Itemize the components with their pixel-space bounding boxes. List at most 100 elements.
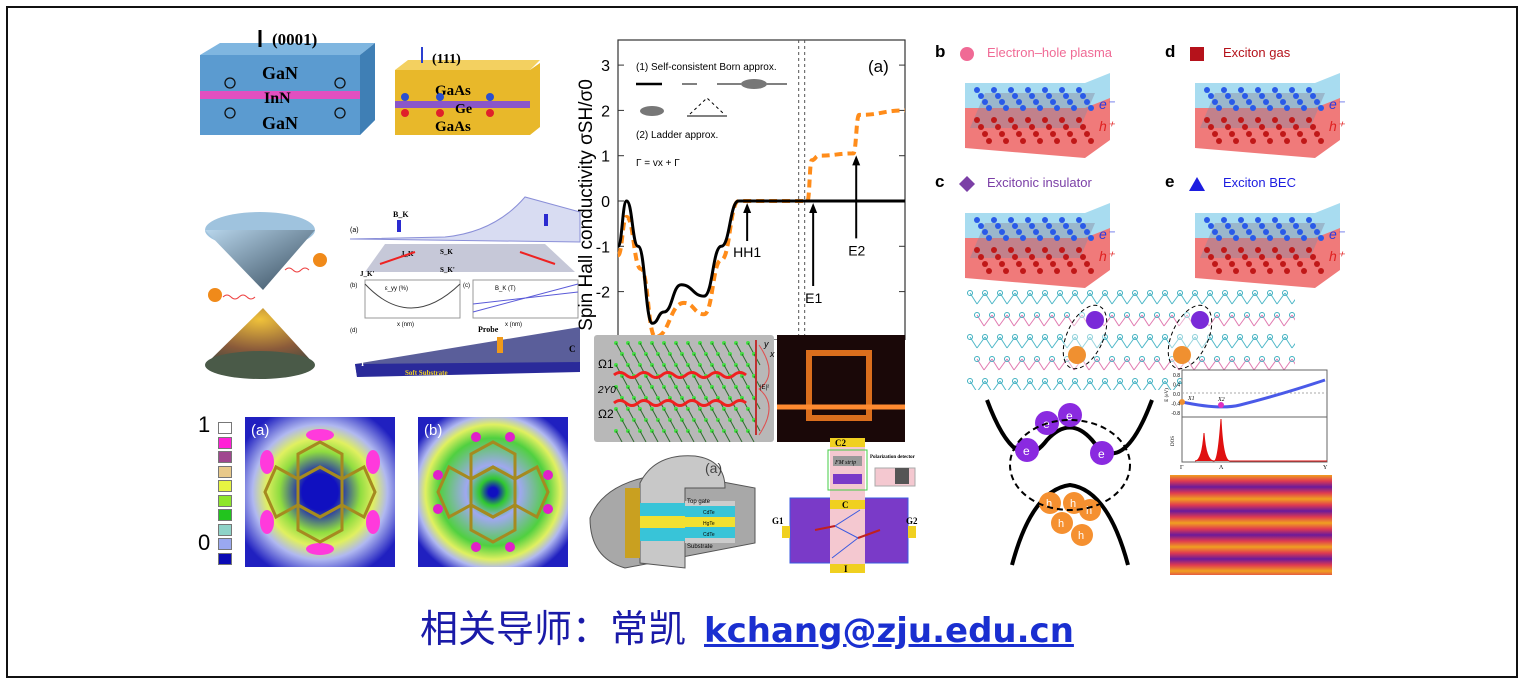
phase-label: Electron–hole plasma (987, 45, 1113, 60)
stripe-density-map (1170, 475, 1332, 575)
exciton-phase-diagram: b Electron–hole plasma e⁻ h⁺ d Exciton ga… (935, 40, 1345, 290)
omega1-label: Ω1 (598, 357, 614, 371)
legend-born: (1) Self-consistent Born approx. (636, 62, 777, 73)
y-tick-label: -1 (596, 239, 610, 256)
hole-label: h (1078, 530, 1084, 542)
series-line-ladder (616, 108, 906, 339)
panel-d-label: (d) (350, 328, 357, 334)
x-axis-label: x (nm) (397, 322, 414, 328)
colorbar-swatch (218, 538, 232, 550)
hgte-label: HgTe (703, 521, 715, 527)
hole-label: h (1070, 498, 1076, 510)
advisor-name: 相关导师：常凯 (420, 609, 687, 651)
y-tick-label: 1 (601, 149, 610, 166)
sk-prime-label: S_K' (440, 266, 455, 274)
jk-prime-label: J_K' (360, 270, 374, 278)
charge-symbols (224, 77, 346, 119)
energy-axis-label: E (eV) (1165, 388, 1170, 402)
hgte-quantum-well-device: (a) Top gate CdTe HgTe CdTe Substrate (589, 455, 756, 569)
panel-c-label: (c) (463, 283, 470, 289)
diamond-marker-icon (959, 176, 975, 192)
dos-y-tick: -0.4 (1171, 402, 1180, 408)
x-axis-label: x (769, 349, 775, 359)
colorbar-swatch (218, 465, 232, 478)
y-axis-label: y (763, 339, 769, 349)
exciton-phase-panel: c Excitonic insulator e⁻ h⁺ (935, 170, 1115, 295)
charge-density-maps: 1 0 (a) (b) (198, 412, 588, 572)
annotation-label: E2 (848, 242, 865, 258)
hole-label: h⁺ (1329, 248, 1345, 264)
panel-letter: b (935, 42, 946, 61)
charge-dots (401, 93, 494, 117)
sk-label: S_K (440, 248, 453, 256)
panel-label: (a) (705, 460, 722, 476)
legend-ladder-equation: Γ = vx + Γ (636, 158, 680, 169)
hole-label: h⁺ (1099, 248, 1115, 264)
phase-label: Excitonic insulator (987, 175, 1092, 190)
nitride-quantum-well-figure: (0001) GaN InN GaN (111) GaAs Ge GaAs (200, 30, 540, 135)
colorbar-swatch (218, 509, 232, 521)
arrow-head-icon (809, 203, 818, 213)
exciton-phase-panel: b Electron–hole plasma e⁻ h⁺ (935, 40, 1115, 165)
y-tick-label: 3 (601, 58, 610, 75)
spin-hall-chart: Spin Hall conductivity σSH/σ0 (a) (1) Se… (576, 39, 906, 340)
colorbar-max-label: 1 (198, 412, 211, 437)
arrow-head-icon (852, 155, 861, 166)
hole-particle (1079, 499, 1101, 521)
panel-a-label: (a) (350, 227, 359, 234)
probe-label: Probe (478, 325, 499, 334)
circle-marker-icon (960, 47, 974, 61)
x-tick-y: Y (1323, 465, 1328, 470)
dos-y-tick: 0.8 (1173, 373, 1180, 379)
advisor-footer: 相关导师：常凯 kchang@zju.edu.cn (420, 598, 1074, 653)
advisor-email-link[interactable]: kchang@zju.edu.cn (704, 611, 1074, 651)
strained-graphene-figure: (a) B_K J_K J_K' S_K S_K' (b) ε_yy (%) x… (349, 196, 581, 377)
hole-label: h (1058, 518, 1064, 530)
colorbar-swatch (218, 422, 232, 434)
gan-top-label: GaN (262, 63, 298, 83)
electron-label: e (1066, 409, 1073, 423)
hole-label: h⁺ (1099, 118, 1115, 134)
hole-label: h (1086, 505, 1092, 517)
y-axis-label: Spin Hall conductivity σSH/σ0 (576, 79, 597, 331)
gate-g1-label: G1 (772, 516, 784, 526)
x-tick-lambda: Λ (1219, 465, 1224, 470)
hole-label: h (1046, 498, 1052, 510)
charge-map-b: (b) (418, 417, 568, 567)
annotation-label: E1 (805, 290, 822, 306)
phase-label: Exciton BEC (1223, 175, 1296, 190)
panel-a-label: (a) (251, 422, 269, 439)
cdte-bottom-label: CdTe (703, 532, 715, 538)
exciton-phase-panel: d Exciton gas e⁻ h⁺ (1165, 40, 1345, 165)
panel-letter: d (1165, 42, 1176, 61)
charge-map-a: (a) (245, 417, 395, 567)
square-marker-icon (1190, 47, 1204, 61)
colorbar-swatch (218, 451, 232, 463)
top-gate-label: Top gate (687, 499, 711, 505)
gate-g2-label: G2 (906, 516, 918, 526)
gaas-bottom-label: GaAs (435, 119, 471, 135)
field-axis-label: B_K (T) (495, 286, 516, 292)
contact-c-label: C (842, 500, 849, 510)
gan-direction: (0001) (272, 30, 317, 49)
slide-frame (6, 6, 1518, 678)
bk-label: B_K (393, 210, 409, 219)
hole-label: h⁺ (1329, 118, 1345, 134)
contact-c2-label: C2 (835, 438, 846, 448)
substrate-label: Soft Substrate (405, 369, 448, 377)
legend-ladder: (2) Ladder approx. (636, 130, 718, 141)
field-label: |E|² (760, 385, 769, 391)
triangle-marker-icon (1189, 177, 1205, 191)
substrate-label: Substrate (687, 544, 713, 550)
annotation-label: HH1 (733, 244, 761, 260)
electron-label: e⁻ (1099, 96, 1115, 112)
inn-label: InN (264, 90, 291, 107)
colorbar-swatch (218, 480, 232, 492)
chart-panel-label: (a) (868, 57, 889, 76)
panel-b-label: (b) (350, 283, 357, 289)
dos-y-tick: -0.8 (1171, 411, 1180, 417)
fm-strip-label: FM strip (834, 460, 856, 466)
strain-axis-label: ε_yy (%) (385, 286, 408, 292)
valley-waveguide-figure: Ω1 Ω2 2Y0 |E|² y x (594, 335, 905, 442)
colorbar-swatch (218, 523, 232, 536)
